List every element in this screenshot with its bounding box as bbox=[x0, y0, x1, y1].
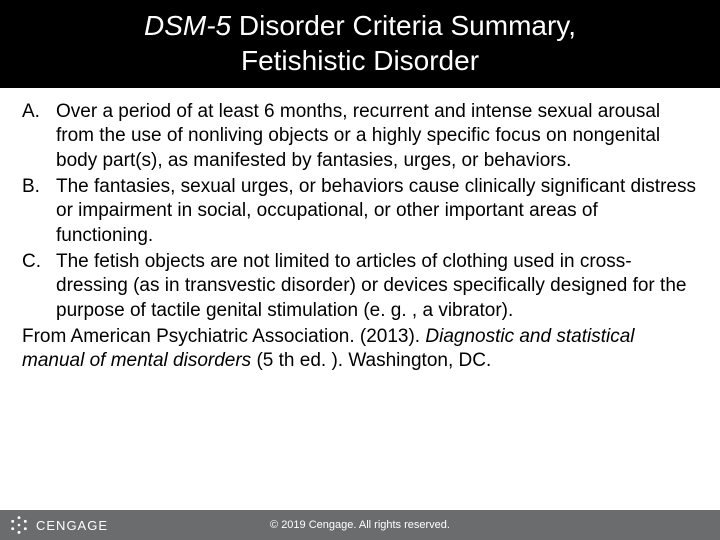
cengage-icon bbox=[8, 514, 30, 536]
title-line2: Fetishistic Disorder bbox=[241, 45, 479, 76]
list-item: B. The fantasies, sexual urges, or behav… bbox=[22, 175, 698, 248]
criteria-marker: B. bbox=[22, 175, 56, 248]
footer-brand-text: CENGAGE bbox=[36, 518, 108, 533]
source-pre: From American Psychiatric Association. (… bbox=[22, 326, 425, 347]
criteria-list: A. Over a period of at least 6 months, r… bbox=[22, 100, 698, 323]
criteria-text: The fetish objects are not limited to ar… bbox=[56, 250, 698, 323]
criteria-marker: C. bbox=[22, 250, 56, 323]
source-post: (5 th ed. ). Washington, DC. bbox=[251, 350, 491, 371]
slide-title-bar: DSM-5 Disorder Criteria Summary, Fetishi… bbox=[0, 0, 720, 88]
footer-bar: CENGAGE © 2019 Cengage. All rights reser… bbox=[0, 510, 720, 540]
source-citation: From American Psychiatric Association. (… bbox=[22, 325, 698, 374]
criteria-marker: A. bbox=[22, 100, 56, 173]
criteria-text: Over a period of at least 6 months, recu… bbox=[56, 100, 698, 173]
copyright-text: © 2019 Cengage. All rights reserved. bbox=[270, 519, 450, 531]
criteria-text: The fantasies, sexual urges, or behavior… bbox=[56, 175, 698, 248]
slide-body: A. Over a period of at least 6 months, r… bbox=[0, 88, 720, 373]
title-italic-prefix: DSM-5 bbox=[144, 10, 231, 41]
footer-logo: CENGAGE bbox=[8, 514, 108, 536]
list-item: A. Over a period of at least 6 months, r… bbox=[22, 100, 698, 173]
title-line1-rest: Disorder Criteria Summary, bbox=[231, 10, 576, 41]
list-item: C. The fetish objects are not limited to… bbox=[22, 250, 698, 323]
